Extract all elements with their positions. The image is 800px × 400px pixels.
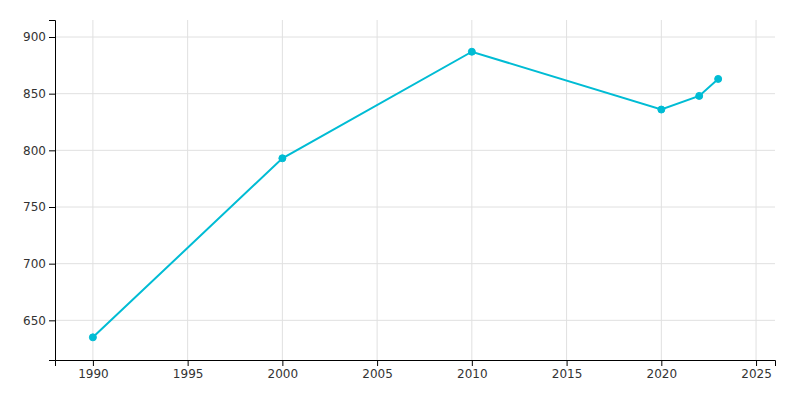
chart-container: 1990 1995 2000 2005 2010 2015 2020 2025 650 700 75…: [0, 0, 800, 400]
y-tick-label: 900: [23, 30, 46, 44]
grid-line-x: [566, 20, 567, 360]
x-tick: 2025: [741, 360, 772, 381]
y-tick-mark: [49, 37, 55, 38]
x-tick-mark: [567, 360, 568, 366]
x-tick: 2000: [268, 360, 299, 381]
y-tick-label: 800: [23, 144, 46, 158]
chart-svg: 1990 1995 2000 2005 2010 2015 2020 2025 650 700 75…: [0, 0, 800, 400]
y-axis-line: [49, 21, 56, 361]
x-tick-label: 2015: [552, 367, 583, 381]
grid-line-y: [55, 93, 775, 94]
x-tick-mark: [472, 360, 473, 366]
grid-line-x: [187, 20, 188, 360]
point: [696, 92, 703, 99]
y-tick-label: 750: [23, 200, 46, 214]
plot-area: 1990 1995 2000 2005 2010 2015 2020 2025 650 700 75…: [23, 20, 775, 381]
grid-line-x: [471, 20, 472, 360]
grid-line-x: [92, 20, 93, 360]
y-tick-mark: [49, 150, 55, 151]
point: [715, 75, 722, 82]
x-tick: 2020: [647, 360, 678, 381]
x-tick: 2005: [362, 360, 393, 381]
y-tick-label: 700: [23, 257, 46, 271]
y-tick-mark: [49, 320, 55, 321]
x-tick-mark: [93, 360, 94, 366]
x-tick-mark: [756, 360, 757, 366]
x-tick: 1995: [173, 360, 204, 381]
x-tick-mark: [282, 360, 283, 366]
grid: [55, 20, 775, 360]
y-tick-label: 650: [23, 314, 46, 328]
grid-line-y: [55, 263, 775, 264]
x-tick: 1990: [78, 360, 109, 381]
x-tick-mark: [188, 360, 189, 366]
grid-line-y: [55, 37, 775, 38]
x-tick-label: 2000: [268, 367, 299, 381]
x-tick-mark: [377, 360, 378, 366]
y-axis: 650 700 750 800 850 900: [23, 21, 55, 361]
y-tick-label: 850: [23, 87, 46, 101]
x-tick-label: 2020: [647, 367, 678, 381]
grid-line-y: [55, 207, 775, 208]
x-axis: 1990 1995 2000 2005 2010 2015 2020 2025: [56, 360, 776, 381]
y-tick: 850: [23, 87, 55, 101]
y-tick: 800: [23, 144, 55, 158]
y-tick: 650: [23, 314, 55, 328]
y-tick-mark: [49, 264, 55, 265]
grid-line-y: [55, 320, 775, 321]
point: [89, 334, 96, 341]
grid-line-y: [55, 150, 775, 151]
point: [279, 155, 286, 162]
line: [93, 52, 718, 338]
data-marks: [89, 48, 721, 341]
x-axis-line: [56, 361, 776, 367]
y-tick: 750: [23, 200, 55, 214]
x-tick-label: 2005: [362, 367, 393, 381]
x-tick-label: 1990: [78, 367, 109, 381]
x-tick: 2010: [457, 360, 488, 381]
y-tick-mark: [49, 94, 55, 95]
x-tick-label: 1995: [173, 367, 204, 381]
grid-line-x: [661, 20, 662, 360]
y-tick-mark: [49, 207, 55, 208]
x-tick: 2015: [552, 360, 583, 381]
x-tick-mark: [661, 360, 662, 366]
point: [468, 48, 475, 55]
point: [658, 106, 665, 113]
y-tick: 700: [23, 257, 55, 271]
grid-line-x: [377, 20, 378, 360]
x-tick-label: 2010: [457, 367, 488, 381]
grid-line-x: [282, 20, 283, 360]
x-tick-label: 2025: [741, 367, 772, 381]
y-tick: 900: [23, 30, 55, 44]
grid-line-x: [756, 20, 757, 360]
